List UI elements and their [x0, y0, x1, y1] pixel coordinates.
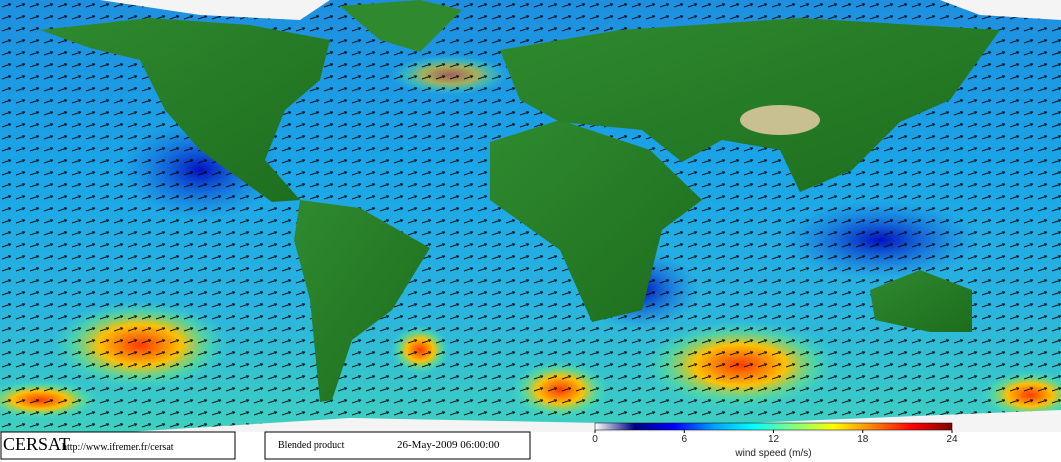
date: 26-May-2009 06:00:00 — [397, 439, 500, 451]
colorbar-tick-label: 12 — [768, 434, 780, 445]
product-box — [264, 431, 531, 460]
land — [40, 0, 1000, 402]
sea-ice — [100, 0, 1061, 20]
colorbar: 0 6 12 18 24 wind speed (m/s) — [592, 422, 958, 459]
logo-box — [0, 431, 236, 460]
colorbar-bar — [594, 422, 953, 431]
colorbar-tick-label: 0 — [592, 434, 598, 445]
footer: CERSAT http://www.ifremer.fr/cersat Blen… — [0, 431, 531, 460]
colorbar-tick-label: 18 — [857, 434, 869, 445]
url: http://www.ifremer.fr/cersat — [62, 442, 174, 453]
colorbar-tick-label: 24 — [946, 434, 958, 445]
colorbar-label: wind speed (m/s) — [734, 448, 811, 459]
logo: CERSAT — [3, 434, 70, 454]
antarctica — [0, 410, 1061, 440]
product: Blended product — [278, 440, 345, 451]
colorbar-tick-label: 6 — [681, 434, 687, 445]
